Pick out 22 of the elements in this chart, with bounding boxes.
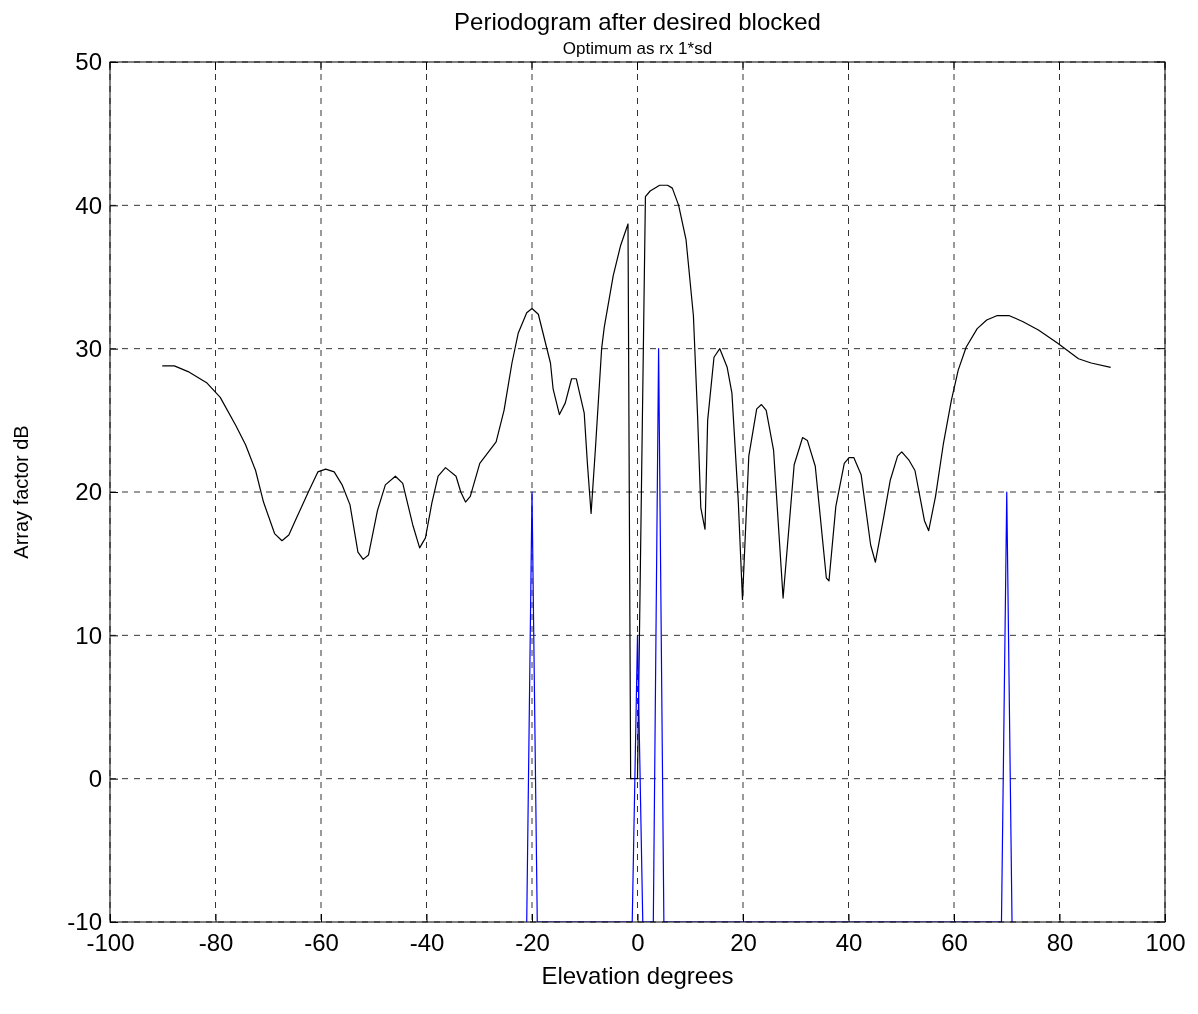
x-tick-label: 0 — [631, 929, 645, 957]
x-tick-label: -100 — [86, 929, 135, 957]
y-tick-label: 0 — [88, 764, 102, 792]
line-series — [526, 348, 1013, 922]
x-tick-label: -40 — [409, 929, 445, 957]
x-tick-label: 40 — [835, 929, 863, 957]
x-tick-label: 80 — [1046, 929, 1074, 957]
x-tick-label: -80 — [198, 929, 234, 957]
y-axis-title: Array factor dB — [10, 425, 32, 559]
y-tick-label: 10 — [75, 621, 102, 649]
x-tick-label: -20 — [515, 929, 550, 957]
chart-subtitle: Optimum as rx 1*sd — [562, 39, 713, 58]
chart-title: Periodogram after desired blocked — [454, 8, 821, 35]
y-tick-label: 20 — [75, 478, 102, 506]
x-tick-label: 100 — [1145, 929, 1186, 957]
x-tick-label: -60 — [304, 929, 339, 957]
x-axis-title: Elevation degrees — [541, 962, 734, 989]
y-tick-label: 40 — [75, 191, 102, 219]
y-tick-label: 50 — [75, 48, 102, 76]
x-tick-label: 60 — [941, 929, 968, 957]
x-tick-label: 20 — [730, 929, 757, 957]
y-tick-label: 30 — [75, 334, 102, 362]
